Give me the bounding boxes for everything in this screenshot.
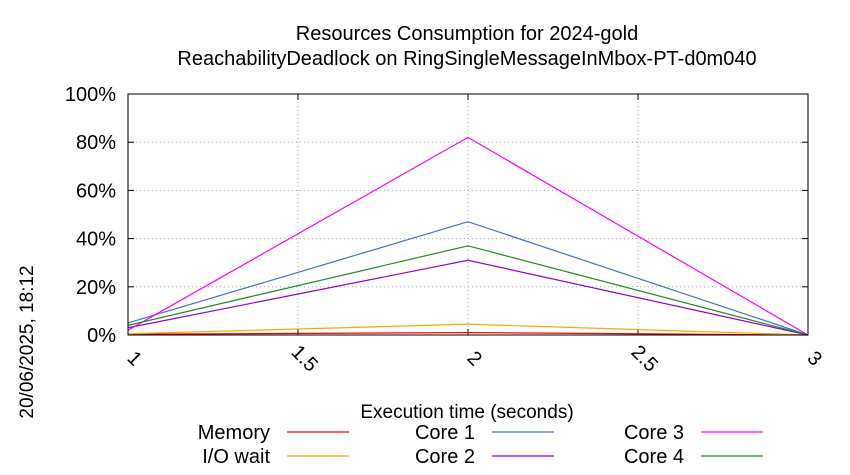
y-tick-label: 20% [76, 277, 116, 299]
chart-subtitle: ReachabilityDeadlock on RingSingleMessag… [177, 48, 756, 70]
y-axis-ticks: 0% 20% 40% 60% 80% 100% [65, 84, 808, 347]
x-tick-label: 2.5 [627, 341, 662, 376]
chart-title: Resources Consumption for 2024-gold [296, 23, 638, 45]
legend-label-memory: Memory [198, 422, 270, 444]
grid-lines [128, 94, 808, 335]
y-tick-label: 80% [76, 132, 116, 154]
series-line-i-o-wait [127, 323, 809, 336]
legend-label-core-3: Core 3 [624, 422, 684, 444]
x-tick-label: 2 [463, 347, 486, 370]
series-line-memory [127, 331, 809, 336]
x-tick-label: 1.5 [287, 341, 322, 376]
series-line-core-4 [127, 245, 809, 336]
y-tick-label: 100% [65, 84, 116, 106]
series-line-core-2 [127, 259, 809, 336]
series-lines [127, 136, 809, 336]
series-line-core-1 [127, 221, 809, 336]
y-tick-label: 60% [76, 180, 116, 202]
timestamp-label: 20/06/2025, 18:12 [17, 265, 38, 418]
x-tick-label: 1 [123, 347, 146, 370]
legend-label-core-2: Core 2 [415, 446, 475, 468]
x-tick-label: 3 [803, 347, 826, 370]
plot-frame [127, 93, 809, 336]
legend-label-core-4: Core 4 [624, 446, 684, 468]
y-tick-label: 0% [87, 325, 116, 347]
y-tick-label: 40% [76, 229, 116, 251]
series-line-core-3 [127, 136, 809, 336]
x-axis-label: Execution time (seconds) [360, 402, 573, 423]
legend-label-core-1: Core 1 [415, 422, 475, 444]
legend-label-i-o-wait: I/O wait [202, 446, 270, 468]
